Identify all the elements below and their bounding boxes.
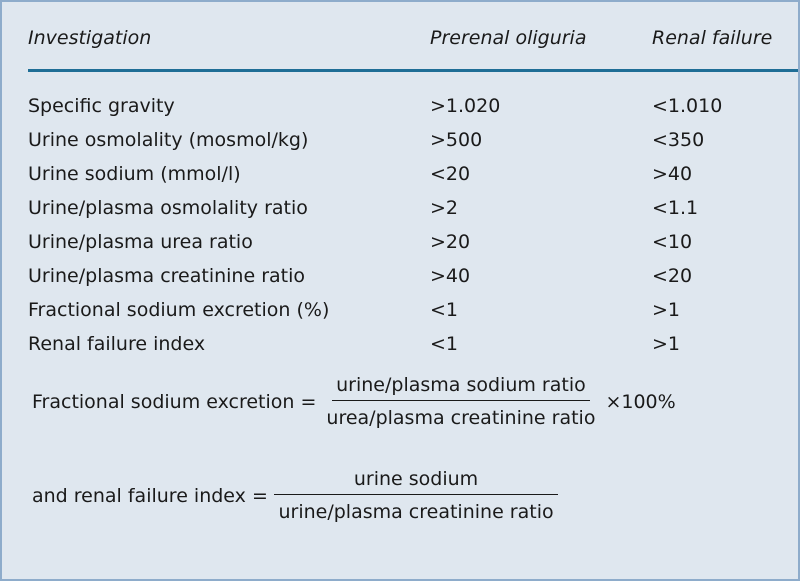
header-rule (28, 69, 798, 72)
cell-renal-failure: <1.010 (652, 95, 723, 117)
cell-renal-failure: >1 (652, 333, 681, 355)
cell-prerenal-oliguria: >500 (430, 129, 483, 151)
numerator: urine/plasma sodium ratio (332, 374, 590, 401)
numerator: urine sodium (273, 468, 559, 495)
cell-investigation: Urine sodium (mmol/l) (28, 163, 241, 185)
cell-renal-failure: <1.1 (652, 197, 699, 219)
cell-renal-failure: >40 (652, 163, 693, 185)
cell-prerenal-oliguria: >20 (430, 231, 471, 253)
denominator: urine/plasma creatinine ratio (278, 501, 554, 523)
cell-prerenal-oliguria: <1 (430, 333, 459, 355)
cell-investigation: Urine/plasma creatinine ratio (28, 265, 306, 287)
cell-investigation: Fractional sodium excretion (%) (28, 299, 330, 321)
header-investigation: Investigation (28, 27, 152, 49)
table-row: Urine/plasma urea ratio >20 <10 (2, 231, 798, 265)
cell-renal-failure: <10 (652, 231, 693, 253)
fraction: urine sodium urine/plasma creatinine rat… (273, 468, 559, 523)
table-row: Fractional sodium excretion (%) <1 >1 (2, 299, 798, 333)
table-row: Urine/plasma creatinine ratio >40 <20 (2, 265, 798, 299)
table-row: Renal failure index <1 >1 (2, 333, 798, 367)
table-row: Urine osmolality (mosmol/kg) >500 <350 (2, 129, 798, 163)
cell-investigation: Renal failure index (28, 333, 206, 355)
cell-prerenal-oliguria: <1 (430, 299, 459, 321)
table-row: Urine sodium (mmol/l) <20 >40 (2, 163, 798, 197)
header-renal-failure: Renal failure (652, 27, 773, 49)
formula-fractional-sodium-excretion: Fractional sodium excretion = urine/plas… (32, 374, 676, 429)
denominator: urea/plasma creatinine ratio (326, 407, 596, 429)
cell-investigation: Urine/plasma urea ratio (28, 231, 253, 253)
cell-renal-failure: >1 (652, 299, 681, 321)
cell-prerenal-oliguria: >2 (430, 197, 459, 219)
cell-renal-failure: <350 (652, 129, 705, 151)
cell-prerenal-oliguria: <20 (430, 163, 471, 185)
formula-renal-failure-index: and renal failure index = urine sodium u… (32, 468, 564, 523)
cell-investigation: Urine/plasma osmolality ratio (28, 197, 308, 219)
formula-lhs: Fractional sodium excretion = (32, 390, 317, 413)
header-prerenal-oliguria: Prerenal oliguria (430, 27, 587, 49)
cell-prerenal-oliguria: >1.020 (430, 95, 501, 117)
fraction: urine/plasma sodium ratio urea/plasma cr… (322, 374, 599, 429)
cell-prerenal-oliguria: >40 (430, 265, 471, 287)
cell-investigation: Urine osmolality (mosmol/kg) (28, 129, 309, 151)
cell-investigation: Specific gravity (28, 95, 175, 117)
formula-suffix: ×100% (605, 390, 676, 413)
formula-lhs: and renal failure index = (32, 484, 268, 507)
table-row: Specific gravity >1.020 <1.010 (2, 95, 798, 129)
cell-renal-failure: <20 (652, 265, 693, 287)
table-row: Urine/plasma osmolality ratio >2 <1.1 (2, 197, 798, 231)
